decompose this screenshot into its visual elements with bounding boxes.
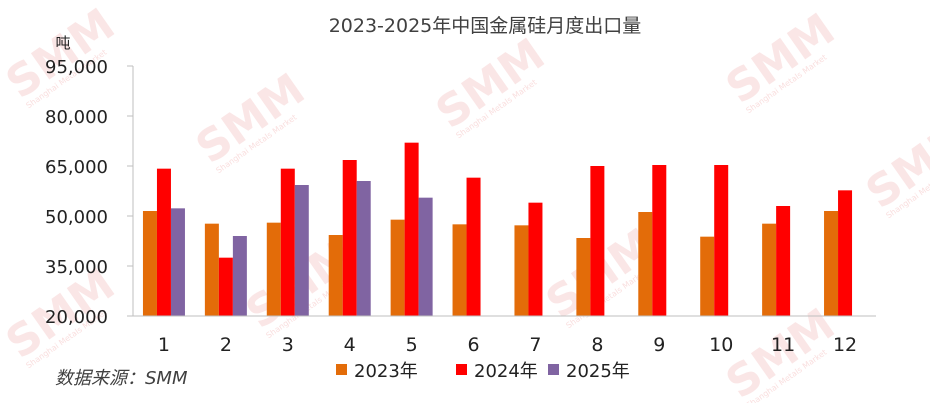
bar xyxy=(418,197,433,316)
bar xyxy=(638,212,653,316)
bar xyxy=(824,211,839,316)
bar xyxy=(232,236,247,316)
bar xyxy=(762,223,777,316)
x-tick-label: 7 xyxy=(529,334,541,356)
bar xyxy=(590,166,605,316)
bar xyxy=(218,257,233,316)
bar xyxy=(714,165,729,316)
x-tick-label: 11 xyxy=(771,334,795,356)
bar xyxy=(328,235,343,316)
y-axis-unit: 吨 xyxy=(55,34,70,52)
legend-label: 2024年 xyxy=(474,361,538,382)
x-tick-label: 4 xyxy=(344,334,356,356)
watermark-text: SMM xyxy=(857,109,930,219)
bar xyxy=(294,185,309,316)
legend: 2023年 2024年 2025年 xyxy=(336,361,630,382)
y-tick-label: 65,000 xyxy=(45,157,108,178)
x-tick-label: 6 xyxy=(467,334,479,356)
bar xyxy=(170,208,185,316)
y-tick-label: 95,000 xyxy=(45,57,108,78)
bar xyxy=(466,177,481,316)
legend-swatch xyxy=(548,364,559,375)
bar xyxy=(266,222,281,316)
legend-swatch xyxy=(336,364,347,375)
bar xyxy=(776,206,791,316)
x-axis: 1 2 3 4 5 6 7 8 9 10 11 12 xyxy=(158,334,857,356)
bar xyxy=(700,236,715,316)
x-tick-label: 12 xyxy=(833,334,857,356)
legend-swatch xyxy=(456,364,467,375)
bar xyxy=(142,211,157,316)
bar xyxy=(356,181,371,316)
bar xyxy=(342,160,357,316)
bar xyxy=(838,190,853,316)
bar xyxy=(452,224,467,316)
bar xyxy=(652,165,667,316)
bar xyxy=(156,168,171,316)
bar xyxy=(576,238,591,316)
x-tick-label: 2 xyxy=(220,334,232,356)
bar xyxy=(204,223,219,316)
bars xyxy=(142,142,853,316)
legend-label: 2023年 xyxy=(354,361,418,382)
source-note: 数据来源：SMM xyxy=(55,368,188,389)
x-tick-label: 8 xyxy=(591,334,603,356)
x-tick-label: 9 xyxy=(653,334,665,356)
bar xyxy=(390,219,405,316)
x-tick-label: 10 xyxy=(709,334,733,356)
bar xyxy=(404,142,419,316)
x-tick-label: 3 xyxy=(282,334,294,356)
x-tick-label: 1 xyxy=(158,334,170,356)
bar xyxy=(528,202,543,316)
y-axis: 20,000 35,000 50,000 65,000 80,000 95,000 xyxy=(45,57,133,328)
legend-label: 2025年 xyxy=(566,361,630,382)
bar xyxy=(280,168,295,316)
y-tick-label: 20,000 xyxy=(45,307,108,328)
y-tick-label: 50,000 xyxy=(45,207,108,228)
y-tick-label: 80,000 xyxy=(45,107,108,128)
bar xyxy=(514,225,529,316)
y-tick-label: 35,000 xyxy=(45,257,108,278)
x-tick-label: 5 xyxy=(406,334,418,356)
chart-title: 2023-2025年中国金属硅月度出口量 xyxy=(329,15,642,37)
